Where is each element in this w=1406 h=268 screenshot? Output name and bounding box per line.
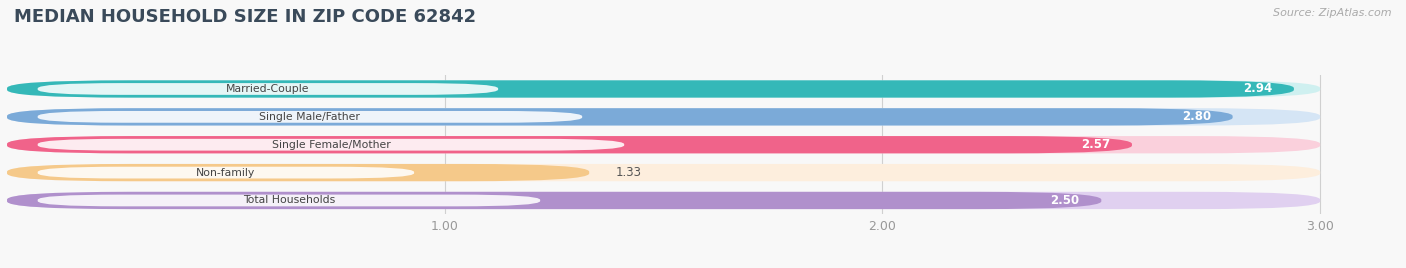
FancyBboxPatch shape	[38, 195, 540, 206]
FancyBboxPatch shape	[7, 192, 1101, 209]
Text: 2.50: 2.50	[1050, 194, 1080, 207]
FancyBboxPatch shape	[38, 167, 415, 178]
Text: Non-family: Non-family	[197, 168, 256, 178]
Text: 2.94: 2.94	[1243, 83, 1272, 95]
Text: Married-Couple: Married-Couple	[226, 84, 309, 94]
FancyBboxPatch shape	[38, 111, 582, 123]
FancyBboxPatch shape	[7, 164, 1320, 181]
FancyBboxPatch shape	[7, 136, 1132, 153]
Text: Total Households: Total Households	[243, 195, 335, 206]
Text: Source: ZipAtlas.com: Source: ZipAtlas.com	[1274, 8, 1392, 18]
FancyBboxPatch shape	[38, 83, 498, 95]
FancyBboxPatch shape	[7, 108, 1320, 125]
Text: 1.33: 1.33	[616, 166, 641, 179]
Text: MEDIAN HOUSEHOLD SIZE IN ZIP CODE 62842: MEDIAN HOUSEHOLD SIZE IN ZIP CODE 62842	[14, 8, 477, 26]
Text: Single Male/Father: Single Male/Father	[260, 112, 360, 122]
FancyBboxPatch shape	[38, 139, 624, 151]
FancyBboxPatch shape	[7, 80, 1294, 98]
FancyBboxPatch shape	[7, 192, 1320, 209]
FancyBboxPatch shape	[7, 136, 1320, 153]
Text: Single Female/Mother: Single Female/Mother	[271, 140, 391, 150]
Text: 2.57: 2.57	[1081, 138, 1111, 151]
Text: 2.80: 2.80	[1181, 110, 1211, 123]
FancyBboxPatch shape	[7, 80, 1320, 98]
FancyBboxPatch shape	[7, 108, 1233, 125]
FancyBboxPatch shape	[7, 164, 589, 181]
